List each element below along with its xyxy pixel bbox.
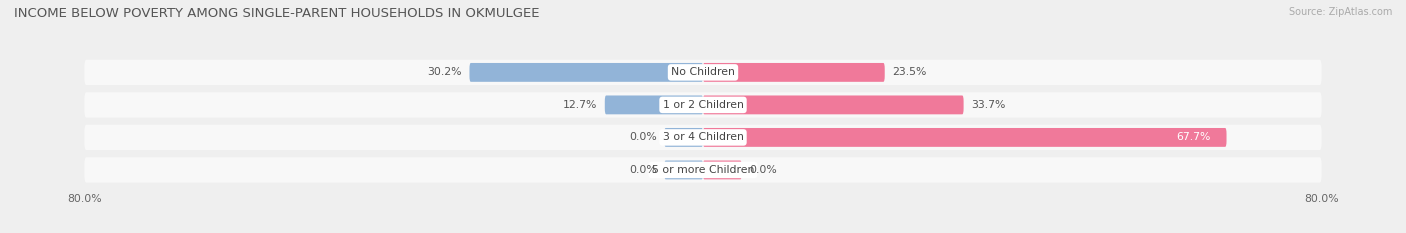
FancyBboxPatch shape	[703, 128, 1226, 147]
Text: 12.7%: 12.7%	[562, 100, 598, 110]
FancyBboxPatch shape	[703, 96, 963, 114]
FancyBboxPatch shape	[665, 128, 703, 147]
Text: Source: ZipAtlas.com: Source: ZipAtlas.com	[1288, 7, 1392, 17]
FancyBboxPatch shape	[84, 60, 1322, 85]
FancyBboxPatch shape	[84, 92, 1322, 118]
FancyBboxPatch shape	[703, 63, 884, 82]
FancyBboxPatch shape	[605, 96, 703, 114]
Text: 5 or more Children: 5 or more Children	[652, 165, 754, 175]
Text: 30.2%: 30.2%	[427, 67, 461, 77]
Text: No Children: No Children	[671, 67, 735, 77]
Text: 3 or 4 Children: 3 or 4 Children	[662, 132, 744, 142]
FancyBboxPatch shape	[84, 157, 1322, 183]
Text: 0.0%: 0.0%	[628, 165, 657, 175]
FancyBboxPatch shape	[703, 161, 742, 179]
FancyBboxPatch shape	[84, 125, 1322, 150]
FancyBboxPatch shape	[665, 161, 703, 179]
Text: 33.7%: 33.7%	[972, 100, 1005, 110]
Text: 1 or 2 Children: 1 or 2 Children	[662, 100, 744, 110]
Text: 67.7%: 67.7%	[1177, 132, 1211, 142]
Text: INCOME BELOW POVERTY AMONG SINGLE-PARENT HOUSEHOLDS IN OKMULGEE: INCOME BELOW POVERTY AMONG SINGLE-PARENT…	[14, 7, 540, 20]
Text: 0.0%: 0.0%	[628, 132, 657, 142]
FancyBboxPatch shape	[470, 63, 703, 82]
Text: 0.0%: 0.0%	[749, 165, 778, 175]
Text: 23.5%: 23.5%	[893, 67, 927, 77]
